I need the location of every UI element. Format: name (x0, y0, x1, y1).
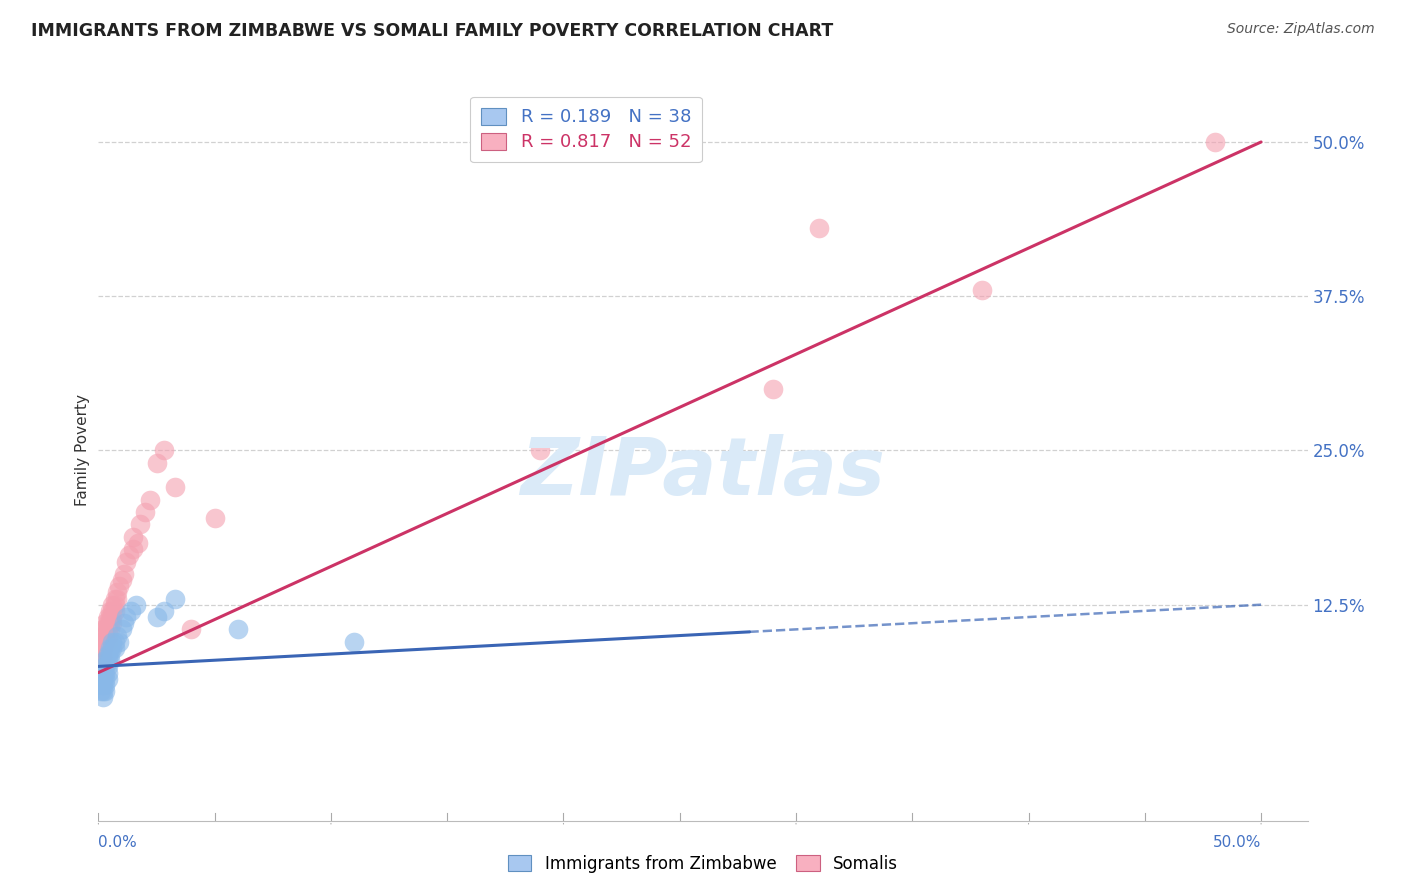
Point (120, 604, 142, 618)
Point (101, 604, 124, 618)
Point (104, 598, 127, 612)
Legend: R = 0.189   N = 38, R = 0.817   N = 52: R = 0.189 N = 38, R = 0.817 N = 52 (470, 96, 702, 162)
Point (94, 684, 117, 698)
Point (104, 604, 127, 618)
Point (808, 221, 831, 235)
Point (111, 623, 134, 637)
Point (101, 598, 124, 612)
Point (124, 598, 146, 612)
Point (165, 591, 187, 606)
Point (98, 647, 121, 661)
Point (115, 554, 138, 569)
Point (97, 634, 120, 648)
Point (98, 616, 121, 631)
Point (145, 610, 167, 624)
Point (97, 610, 120, 624)
Point (94, 616, 117, 631)
Point (122, 530, 145, 544)
Point (129, 517, 152, 532)
Point (91, 647, 114, 661)
Point (97, 665, 120, 680)
Point (90, 640, 112, 655)
Point (226, 623, 249, 637)
Point (115, 610, 138, 624)
Point (98, 623, 121, 637)
Point (90, 672, 112, 686)
Point (98, 653, 121, 667)
Point (165, 481, 187, 495)
Point (94, 665, 117, 680)
Point (762, 382, 785, 396)
Point (104, 634, 127, 648)
Point (90, 634, 112, 648)
Point (343, 634, 366, 648)
Point (91, 684, 114, 698)
Point (98, 610, 121, 624)
Point (91, 623, 114, 637)
Point (91, 672, 114, 686)
Point (529, 443, 551, 458)
Point (105, 585, 128, 599)
Point (97, 623, 120, 637)
Point (105, 629, 128, 643)
Point (94, 634, 117, 648)
Point (90, 647, 112, 661)
Point (105, 591, 128, 606)
Point (138, 492, 160, 507)
Point (108, 579, 131, 593)
Point (101, 640, 124, 655)
Point (108, 634, 131, 648)
Text: 50.0%: 50.0% (1213, 836, 1261, 850)
Point (94, 659, 117, 673)
Point (91, 690, 114, 705)
Point (101, 616, 124, 631)
Point (1204, 135, 1226, 149)
Point (97, 672, 120, 686)
Point (91, 653, 114, 667)
Y-axis label: Family Poverty: Family Poverty (75, 394, 90, 507)
Point (152, 604, 174, 618)
Point (204, 511, 226, 525)
Point (94, 623, 117, 637)
Point (104, 591, 127, 606)
Point (90, 678, 112, 692)
Point (118, 549, 141, 563)
Point (122, 542, 145, 557)
Point (145, 456, 167, 470)
Point (112, 566, 135, 581)
Point (94, 653, 117, 667)
Point (134, 505, 156, 519)
Point (111, 573, 134, 587)
Point (97, 653, 120, 667)
Point (94, 672, 117, 686)
Point (91, 629, 114, 643)
Point (104, 640, 127, 655)
Point (98, 604, 121, 618)
Point (112, 616, 135, 631)
Point (98, 640, 121, 655)
Text: ZIPatlas: ZIPatlas (520, 434, 886, 512)
Point (97, 647, 120, 661)
Text: Source: ZipAtlas.com: Source: ZipAtlas.com (1227, 22, 1375, 37)
Point (97, 629, 120, 643)
Point (91, 634, 114, 648)
Text: IMMIGRANTS FROM ZIMBABWE VS SOMALI FAMILY POVERTY CORRELATION CHART: IMMIGRANTS FROM ZIMBABWE VS SOMALI FAMIL… (31, 22, 834, 40)
Point (152, 443, 174, 458)
Point (101, 610, 124, 624)
Point (180, 623, 202, 637)
Point (90, 684, 112, 698)
Legend: Immigrants from Zimbabwe, Somalis: Immigrants from Zimbabwe, Somalis (502, 848, 904, 880)
Point (970, 283, 993, 297)
Point (127, 536, 149, 550)
Point (97, 616, 120, 631)
Point (91, 665, 114, 680)
Point (94, 678, 117, 692)
Point (91, 640, 114, 655)
Text: 0.0%: 0.0% (98, 836, 138, 850)
Point (94, 629, 117, 643)
Point (101, 634, 124, 648)
Point (97, 659, 120, 673)
Point (91, 678, 114, 692)
